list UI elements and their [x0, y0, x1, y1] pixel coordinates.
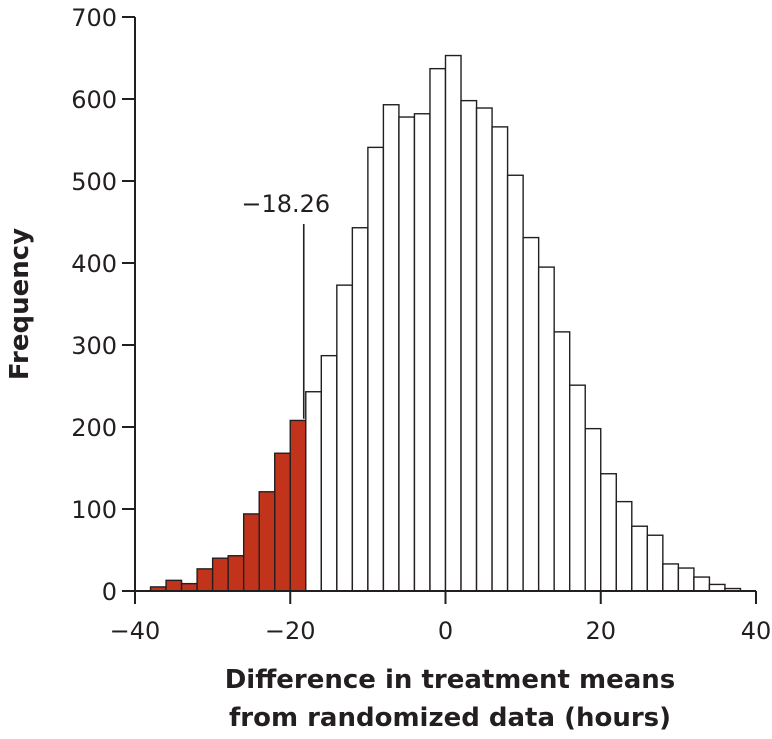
histogram-bar [320, 354, 338, 592]
y-tick-label: 100 [71, 496, 117, 524]
y-tick-label: 400 [71, 250, 117, 278]
y-axis: 0 100 200 300 400 500 600 700 [71, 4, 136, 606]
threshold-label: −18.26 [241, 190, 330, 218]
x-tick-label: −20 [265, 617, 316, 645]
histogram-bar [227, 555, 245, 592]
histogram-bar [460, 99, 478, 592]
histogram-bar [305, 391, 322, 592]
histogram-bars [149, 54, 742, 592]
histogram-bar [258, 491, 276, 592]
histogram-bar [693, 576, 711, 592]
histogram-bar [537, 266, 555, 592]
histogram-bar [584, 427, 602, 592]
histogram-bar [600, 473, 617, 592]
histogram-bar [677, 567, 695, 592]
histogram-bar [367, 146, 385, 592]
y-tick-label: 700 [71, 4, 117, 32]
annotation: −18.26 [241, 190, 330, 419]
histogram-bar [506, 174, 524, 592]
y-tick-label: 200 [71, 414, 117, 442]
histogram-bar [631, 525, 649, 592]
histogram-bar [180, 582, 198, 592]
y-axis-title: Frequency [5, 228, 35, 380]
histogram-bar [336, 284, 354, 592]
histogram-bar [165, 579, 183, 592]
x-tick-label: 20 [585, 617, 616, 645]
x-tick-label: 0 [438, 617, 453, 645]
histogram-bar [196, 568, 214, 592]
histogram-bar [289, 419, 307, 592]
y-tick-label: 0 [102, 578, 117, 606]
histogram-bar [429, 67, 447, 592]
histogram-bar [413, 113, 431, 592]
histogram-bar [211, 557, 229, 592]
histogram-bar [382, 104, 400, 592]
x-axis: −40 −20 0 20 40 [110, 590, 772, 645]
histogram-bar [274, 452, 291, 592]
histogram-bar [646, 534, 664, 592]
x-tick-label: 40 [741, 617, 772, 645]
histogram-bar [444, 54, 462, 592]
histogram-bar [662, 563, 680, 592]
histogram-bar [522, 236, 540, 592]
y-tick-label: 500 [71, 168, 117, 196]
histogram-bar [398, 116, 416, 592]
histogram-bar [491, 126, 509, 592]
histogram-bar [569, 384, 586, 592]
x-axis-title-line-2: from randomized data (hours) [229, 703, 671, 733]
histogram-bar [615, 500, 633, 592]
y-tick-label: 600 [71, 86, 117, 114]
histogram-bar [351, 227, 369, 592]
x-tick-label: −40 [110, 617, 161, 645]
histogram-bar [475, 107, 493, 592]
histogram-bar [242, 513, 260, 592]
x-axis-title-line-1: Difference in treatment means [225, 665, 676, 695]
histogram-bar [553, 331, 571, 592]
y-tick-label: 300 [71, 332, 117, 360]
